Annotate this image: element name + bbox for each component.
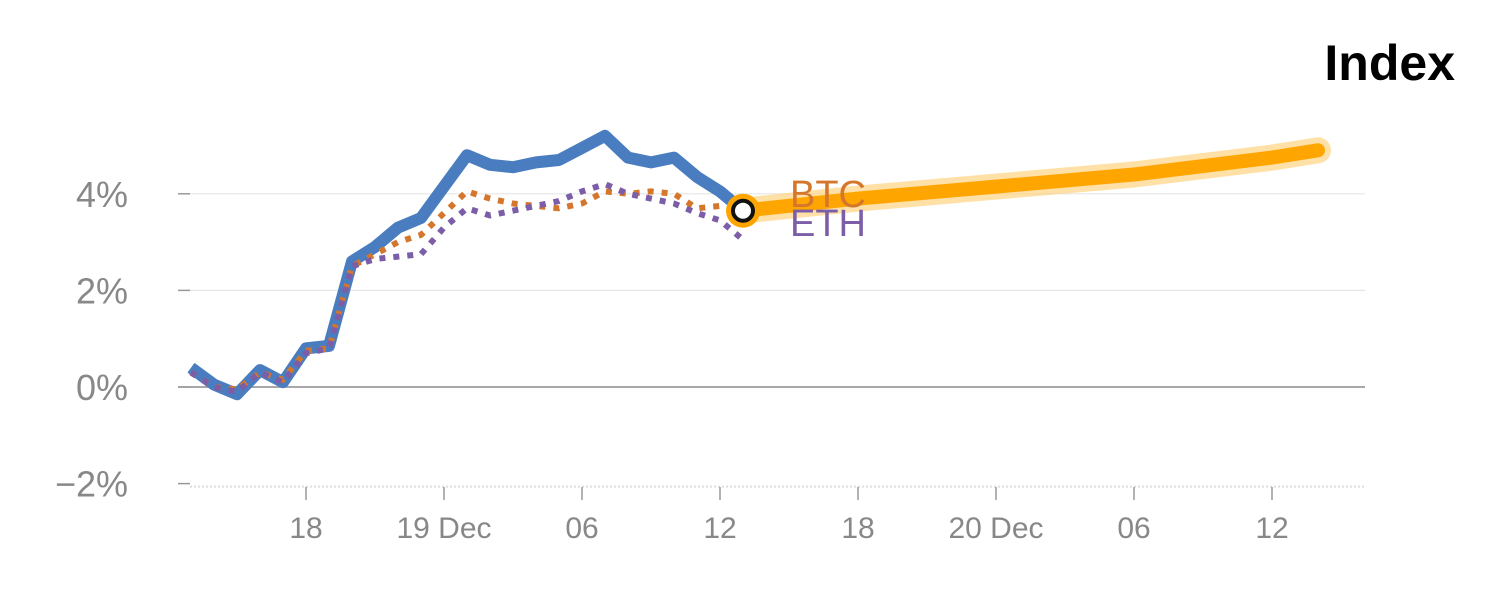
x-tick-label: 12 — [1255, 512, 1288, 545]
y-axis: −2% 0% 2% 4% — [55, 174, 190, 505]
y-tick-label: 0% — [76, 367, 128, 408]
x-tick-label: 19 Dec — [396, 512, 491, 545]
grid — [178, 193, 1365, 488]
projection-line — [736, 143, 1325, 218]
x-tick-label: 06 — [1117, 512, 1150, 545]
x-tick-label: 18 — [289, 512, 322, 545]
btc-label: BTC — [790, 174, 866, 216]
eth-label: ETH — [790, 203, 866, 245]
x-tick-label: 20 Dec — [948, 512, 1043, 545]
x-tick-label: 18 — [841, 512, 874, 545]
x-axis: 18 19 Dec 06 12 18 20 Dec 06 12 — [289, 487, 1289, 545]
current-marker — [731, 198, 755, 223]
series-layer — [187, 129, 1331, 401]
x-tick-label: 12 — [703, 512, 736, 545]
y-tick-label: −2% — [55, 464, 128, 505]
y-tick-label: 4% — [76, 174, 128, 215]
btc-line — [189, 188, 744, 393]
index-line — [187, 129, 747, 401]
eth-line — [189, 181, 745, 395]
chart-title: Index — [1324, 35, 1455, 91]
x-tick-label: 06 — [565, 512, 598, 545]
y-tick-label: 2% — [76, 270, 128, 311]
